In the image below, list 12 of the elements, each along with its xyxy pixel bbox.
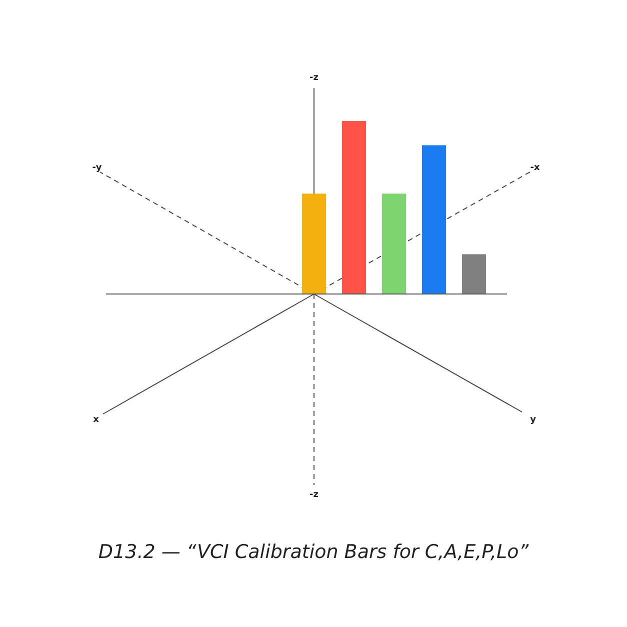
bar <box>382 194 406 294</box>
text: -x <box>530 163 540 173</box>
bar <box>462 254 486 294</box>
text: x <box>93 415 100 425</box>
text: -z <box>310 490 318 500</box>
text: D13.2 — “VCI Calibration Bars for C,A,E,P,Lo” <box>98 541 529 563</box>
bar <box>422 145 446 294</box>
bar <box>302 194 326 294</box>
bar <box>342 121 366 294</box>
text: -y <box>92 163 102 173</box>
text: y <box>530 415 536 425</box>
text: -z <box>310 73 318 83</box>
